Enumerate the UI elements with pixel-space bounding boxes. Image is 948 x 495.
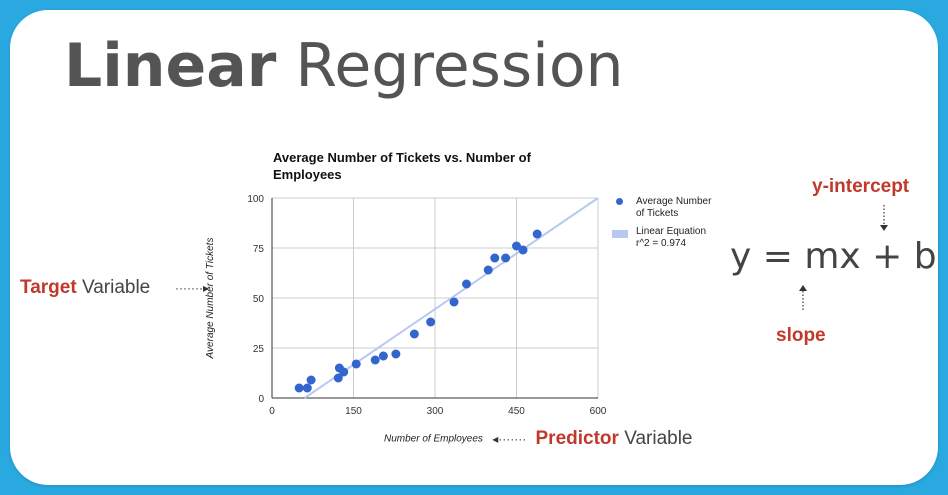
y-tick-label: 50 [253,294,265,305]
data-point [409,329,419,339]
slope-label: slope [776,325,826,346]
predictor-bold: Predictor [535,428,619,449]
legend-line-swatch [612,230,628,238]
data-point [426,317,436,327]
data-point [449,297,459,307]
target-rest: Variable [81,277,151,298]
chart-title: Average Number of Tickets vs. Number of … [273,150,531,182]
target-arrow-icon: ·······▸ [175,281,209,295]
data-point [351,359,361,369]
predictor-arrow-icon: ◂······· [492,431,527,446]
slide-title: Linear Regression [64,30,624,102]
y-intercept-label: y-intercept [812,176,910,197]
y-tick-label: 0 [258,394,264,405]
legend-r-squared: r^2 = 0.974 [636,238,687,249]
target-bold: Target [20,277,77,298]
y-tick-label: 100 [247,194,264,205]
data-point [462,279,472,289]
data-point [339,367,349,377]
y-tick-label: 25 [253,344,265,355]
data-point [518,245,528,255]
target-variable-annotation: Target Variable [20,277,150,299]
regression-equation: y = mx + b [730,236,937,277]
y-axis-label: Average Number of Tickets [205,238,216,360]
slope-arrow-icon [799,285,807,311]
chart-legend: Average Number of Tickets Linear Equatio… [612,196,712,256]
y-tick-label: 75 [253,244,265,255]
data-point [512,241,521,251]
predictor-rest: Variable [624,428,693,449]
x-tick-label: 600 [590,406,607,417]
data-point [302,383,312,393]
data-point [490,253,500,263]
x-tick-label: 450 [508,406,525,417]
legend-label-points: Average Number of Tickets [636,196,712,219]
legend-item-line: Linear Equation r^2 = 0.974 [612,226,712,250]
data-point [532,229,542,239]
data-point [501,253,511,263]
data-point [306,375,316,385]
x-tick-label: 300 [427,406,444,417]
y-intercept-arrow-icon [880,205,888,231]
title-rest: Regression [295,31,624,101]
title-bold: Linear [64,31,277,101]
x-tick-label: 150 [345,406,362,417]
x-axis-label: Number of Employees [384,433,483,445]
data-point [483,265,493,275]
x-tick-label: 0 [269,406,275,417]
legend-label-line: Linear Equation [636,226,707,237]
data-point [294,383,304,393]
data-point [370,355,380,365]
data-point [378,351,388,361]
data-point [391,349,401,359]
data-point [333,373,343,383]
legend-dot-swatch [616,198,623,205]
predictor-variable-annotation: Number of Employees ◂······· Predictor V… [384,428,693,450]
legend-item-points: Average Number of Tickets [612,196,712,220]
